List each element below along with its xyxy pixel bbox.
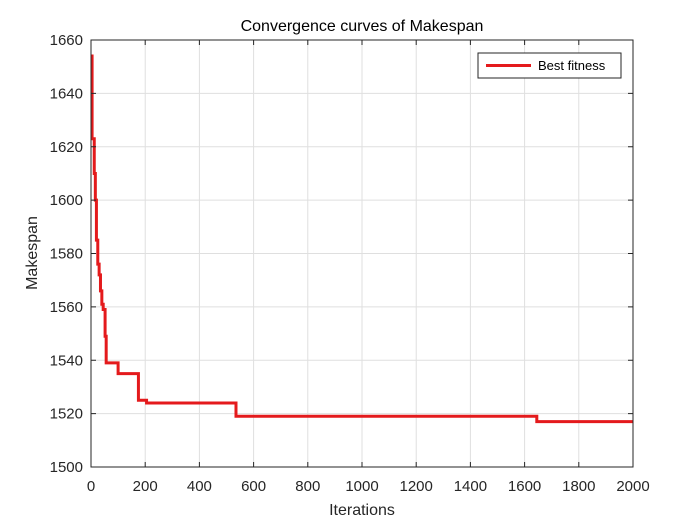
chart-title: Convergence curves of Makespan <box>241 18 484 35</box>
x-tick-label: 1200 <box>400 478 433 495</box>
x-tick-label: 2000 <box>616 478 649 495</box>
y-tick-label: 1660 <box>50 32 83 49</box>
x-tick-label: 600 <box>241 478 266 495</box>
tick-marks <box>90 39 634 468</box>
y-tick-labels: 1500 1520 1540 1560 1580 1600 1620 1640 1660 <box>50 32 83 476</box>
y-tick-label: 1560 <box>50 299 83 316</box>
x-tick-label: 200 <box>133 478 158 495</box>
x-axis-title: Iterations <box>329 502 395 519</box>
y-tick-label: 1520 <box>50 406 83 423</box>
y-tick-label: 1500 <box>50 459 83 476</box>
x-tick-label: 0 <box>87 478 95 495</box>
y-tick-label: 1600 <box>50 192 83 209</box>
y-tick-label: 1580 <box>50 246 83 263</box>
y-tick-label: 1540 <box>50 352 83 369</box>
x-tick-label: 1400 <box>454 478 487 495</box>
legend-label: Best fitness <box>538 58 606 73</box>
x-tick-label: 1000 <box>345 478 378 495</box>
x-tick-label: 1600 <box>508 478 541 495</box>
x-tick-label: 800 <box>295 478 320 495</box>
y-tick-label: 1640 <box>50 85 83 102</box>
x-tick-labels: 0 200 400 600 800 1000 1200 1400 1600 1800 2000 <box>87 478 650 495</box>
legend: Best fitness <box>477 52 622 79</box>
y-tick-label: 1620 <box>50 139 83 156</box>
x-tick-label: 400 <box>187 478 212 495</box>
x-tick-label: 1800 <box>562 478 595 495</box>
y-axis-title: Makespan <box>24 216 41 290</box>
